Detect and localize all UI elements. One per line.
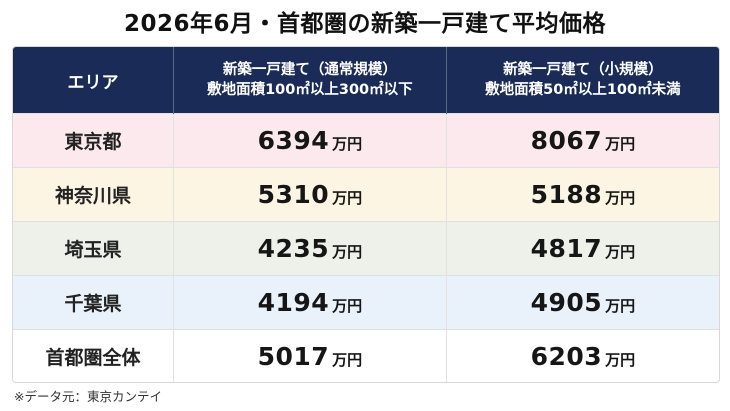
- price-standard: 5017 万円: [173, 329, 447, 382]
- table-row: 東京都 6394 万円 8067 万円: [13, 113, 719, 168]
- price-standard: 4235 万円: [173, 221, 447, 276]
- price-unit: 万円: [332, 243, 363, 261]
- price-unit: 万円: [605, 297, 636, 315]
- price-small: 4905 万円: [446, 275, 719, 330]
- price-unit: 万円: [332, 351, 363, 369]
- table-row: 埼玉県 4235 万円 4817 万円: [13, 221, 719, 276]
- row-area: 埼玉県: [13, 221, 174, 276]
- price-value: 5188: [530, 180, 603, 209]
- price-small: 6203 万円: [446, 329, 719, 382]
- price-standard: 4194 万円: [173, 275, 447, 330]
- price-standard: 6394 万円: [173, 113, 447, 168]
- price-value: 8067: [530, 126, 603, 155]
- table-row: 神奈川県 5310 万円 5188 万円: [13, 167, 719, 222]
- row-area: 東京都: [13, 113, 174, 168]
- header-small-line2: 敷地面積50㎡以上100㎡未満: [485, 82, 681, 98]
- price-small: 4817 万円: [446, 221, 719, 276]
- price-value: 5310: [257, 180, 330, 209]
- price-value: 6394: [257, 126, 330, 155]
- row-area: 千葉県: [13, 275, 174, 330]
- table-row: 千葉県 4194 万円 4905 万円: [13, 275, 719, 330]
- page-title: 2026年6月・首都圏の新築一戸建て平均価格: [123, 11, 607, 37]
- row-area: 首都圏全体: [13, 329, 174, 382]
- row-area: 神奈川県: [13, 167, 174, 222]
- source-note: ※データ元：東京カンテイ: [14, 389, 162, 404]
- price-value: 5017: [257, 342, 330, 371]
- header-standard-size: 新築一戸建て（通常規模） 敷地面積100㎡以上300㎡以下: [173, 47, 447, 114]
- header-standard-line1: 新築一戸建て（通常規模）: [222, 62, 397, 78]
- price-unit: 万円: [605, 351, 636, 369]
- header-area: エリア: [13, 47, 174, 114]
- price-unit: 万円: [605, 243, 636, 261]
- price-unit: 万円: [332, 135, 363, 153]
- price-unit: 万円: [605, 135, 636, 153]
- price-value: 4194: [257, 288, 330, 317]
- header-small-size: 新築一戸建て（小規模） 敷地面積50㎡以上100㎡未満: [446, 47, 719, 114]
- price-unit: 万円: [605, 189, 636, 207]
- table-row: 首都圏全体 5017 万円 6203 万円: [13, 329, 719, 382]
- price-standard: 5310 万円: [173, 167, 447, 222]
- table-header-row: エリア 新築一戸建て（通常規模） 敷地面積100㎡以上300㎡以下 新築一戸建て…: [13, 47, 719, 114]
- header-standard-line2: 敷地面積100㎡以上300㎡以下: [207, 82, 413, 98]
- price-value: 4905: [530, 288, 603, 317]
- price-table: エリア 新築一戸建て（通常規模） 敷地面積100㎡以上300㎡以下 新築一戸建て…: [12, 46, 720, 383]
- price-value: 4235: [257, 234, 330, 263]
- header-small-line1: 新築一戸建て（小規模）: [503, 62, 663, 78]
- price-small: 5188 万円: [446, 167, 719, 222]
- price-value: 6203: [530, 342, 603, 371]
- price-value: 4817: [530, 234, 603, 263]
- price-small: 8067 万円: [446, 113, 719, 168]
- price-unit: 万円: [332, 297, 363, 315]
- price-unit: 万円: [332, 189, 363, 207]
